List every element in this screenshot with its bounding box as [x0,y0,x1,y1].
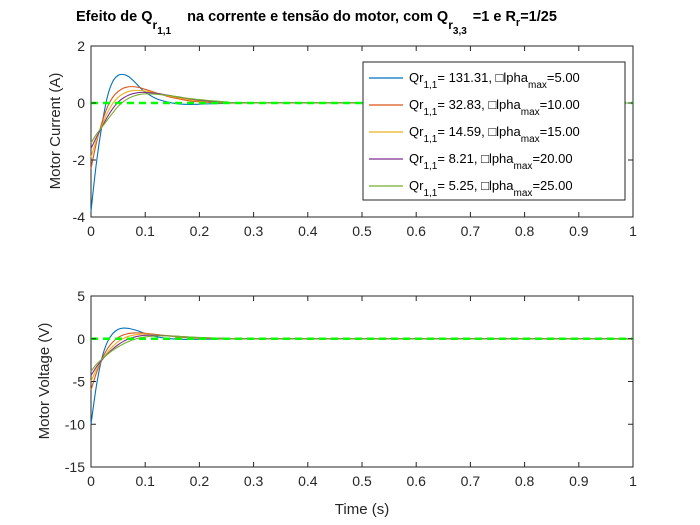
current-x-tick-label: 0.1 [135,223,155,239]
current-y-tick-label: -4 [73,209,86,225]
voltage-x-tick-label: 0.3 [244,473,264,489]
voltage-plot: 0 0.1 0.2 0.3 0.4 0.5 0.6 0.7 0.8 0.9 150-5-10-15 … [36,288,637,518]
current-plot: 0 0.1 0.2 0.3 0.4 0.5 0.6 0.7 0.8 0.9 1 2 0 -2 -4 Moto… [47,38,637,239]
legend-entry: Qr1,1= 8.21, □lphamax=20.00 [409,151,573,172]
current-curves [90,73,634,212]
title-part: =1 e R [473,9,517,25]
legend-entry: Qr1,1= 14.59, □lphamax=15.00 [409,124,580,145]
title-sub: r [448,18,453,32]
voltage-x-tick-label: 1 [629,473,637,489]
current-y-label: Motor Current (A) [47,73,64,190]
voltage-x-tick-label: 0.7 [461,473,481,489]
legend-entry: Qr1,1= 32.83, □lphamax=10.00 [409,97,580,118]
voltage-x-tick-label: 0.6 [406,473,426,489]
voltage-y-tick-label: -10 [65,416,85,432]
current-x-tick-label: 0.7 [461,223,481,239]
current-y-tick-label: 2 [77,38,85,54]
legend-box [362,61,626,201]
voltage-x-tick-label: 0.1 [135,473,155,489]
current-x-tick-label: 0.2 [190,223,210,239]
current-x-tick-label: 0.3 [244,223,264,239]
legend: Qr1,1= 131.31, □lphamax=5.00 Qr1,1= 32.83… [362,61,626,201]
voltage-y-tick-label: 0 [77,331,85,347]
voltage-x-tick-label: 0.5 [352,473,372,489]
title-part: na corrente e tensão do motor, com Q [183,9,448,25]
legend-entry: Qr1,1= 5.25, □lphamax=25.00 [409,178,573,199]
title-part: Efeito de Q [76,9,153,25]
voltage-y-label: Motor Voltage (V) [36,323,53,440]
title-sub: r [516,17,521,29]
current-x-tick-label: 0.5 [352,223,372,239]
title-sub: 1,1 [157,26,171,37]
voltage-x-tick-label: 0.8 [515,473,535,489]
voltage-axes-box [90,295,634,468]
current-ticks: 0 0.1 0.2 0.3 0.4 0.5 0.6 0.7 0.8 0.9 1 2 0 -2 -4 [73,38,638,239]
voltage-y-tick-label: -5 [73,374,86,390]
current-x-tick-label: 0.4 [298,223,318,239]
voltage-ticks: 0 0.1 0.2 0.3 0.4 0.5 0.6 0.7 0.8 0.9 1 5 0 -5 -10 -15 [65,288,637,489]
voltage-y-tick-label: 5 [77,288,85,304]
title-part: =1/25 [520,9,557,25]
voltage-x-tick-label: 0.9 [569,473,589,489]
chart-title: Efeito de Qr1,1 na corrente e tensão do … [76,9,557,37]
x-axis-label: Time (s) [335,501,389,518]
current-x-tick-label: 0 [87,223,95,239]
voltage-x-tick-label: 0.4 [298,473,318,489]
voltage-y-tick-label: -15 [65,459,85,475]
current-x-tick-label: 1 [629,223,637,239]
voltage-x-tick-label: 0.2 [190,473,210,489]
current-x-tick-label: 0.6 [406,223,426,239]
voltage-curves [90,327,634,425]
current-x-tick-label: 0.9 [569,223,589,239]
title-sub: r [153,18,158,32]
voltage-x-tick-label: 0 [87,473,95,489]
current-y-tick-label: 0 [77,95,85,111]
current-y-tick-label: -2 [73,152,86,168]
title-sub: 3,3 [453,26,467,37]
legend-entry: Qr1,1= 131.31, □lphamax=5.00 [409,70,580,91]
current-x-tick-label: 0.8 [515,223,535,239]
